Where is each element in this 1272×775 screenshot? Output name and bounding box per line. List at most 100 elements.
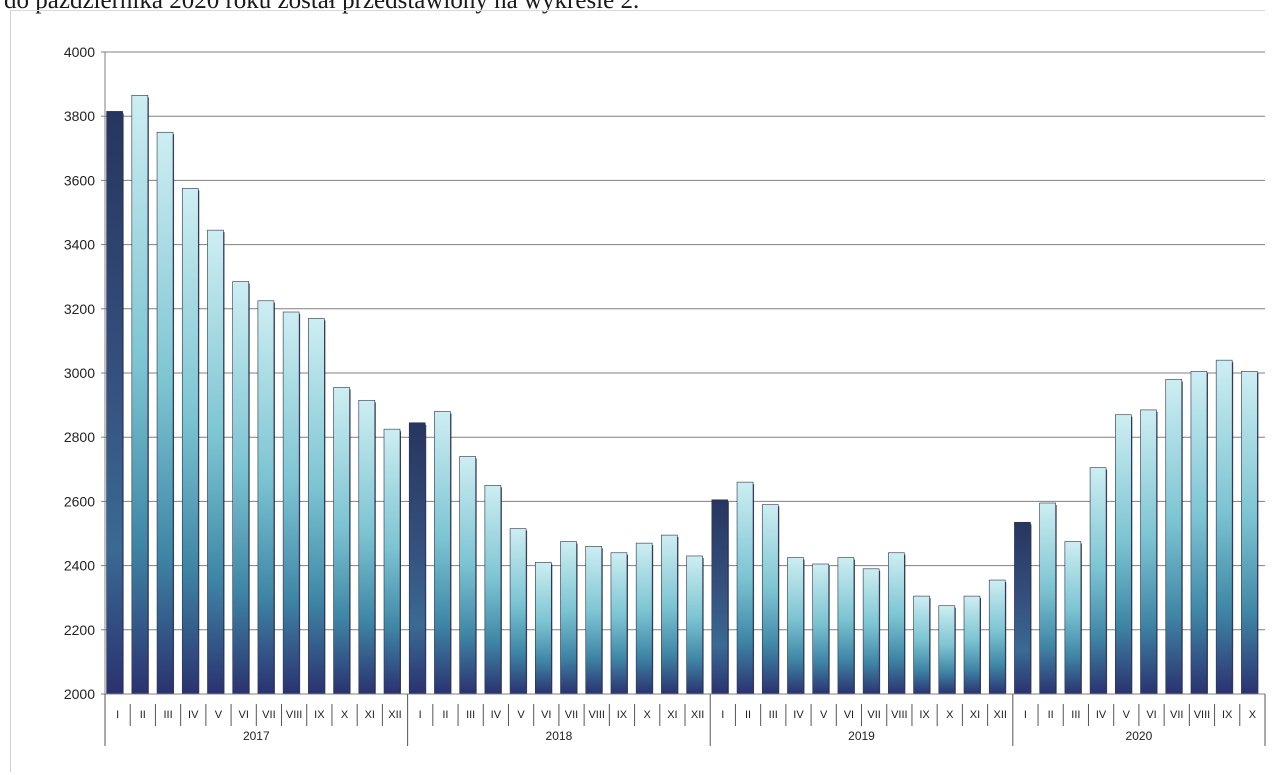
bar-2019-XI <box>963 595 981 695</box>
bar-2018-III <box>459 456 476 695</box>
x-tick-label-2017-I: I <box>116 709 119 721</box>
y-tick-label-2800: 2800 <box>64 429 95 445</box>
bar-2020-V <box>1115 414 1132 695</box>
x-tick-label-2017-II: II <box>140 709 146 721</box>
x-tick-label-2017-VIII: VIII <box>286 709 303 721</box>
bar-2019-X <box>938 605 956 695</box>
x-tick-label-2017-XII: XII <box>388 709 401 721</box>
y-tick-label-2400: 2400 <box>64 558 95 574</box>
x-tick-label-2019-IV: IV <box>793 709 804 721</box>
bar-2017-XII <box>383 428 401 695</box>
y-tick-label-3600: 3600 <box>64 172 95 188</box>
bar-2019-VI <box>837 557 855 695</box>
bar-2018-IV <box>484 485 502 695</box>
y-tick-label-3000: 3000 <box>64 365 95 381</box>
year-label-2020: 2020 <box>1126 729 1153 743</box>
bar-2017-I <box>106 111 123 695</box>
x-tick-label-2018-VIII: VIII <box>588 709 605 721</box>
x-tick-label-2019-VIII: VIII <box>891 709 908 721</box>
bar-2017-VI <box>232 281 249 695</box>
bar-2017-IV <box>181 188 199 695</box>
x-tick-label-2017-IX: IX <box>314 709 325 721</box>
axes <box>101 51 1266 746</box>
x-tick-label-2020-I: I <box>1024 709 1027 721</box>
x-tick-label-2020-V: V <box>1123 709 1131 721</box>
x-tick-label-2017-X: X <box>341 709 349 721</box>
bar-2017-III <box>156 131 174 695</box>
bar-2018-XI <box>661 534 678 695</box>
bar-2019-VIII <box>888 552 905 695</box>
x-tick-label-2019-IX: IX <box>919 709 930 721</box>
x-tick-label-2018-II: II <box>442 709 448 721</box>
x-tick-label-2018-V: V <box>517 709 525 721</box>
bar-2020-II <box>1039 502 1056 695</box>
bar-2017-V <box>207 229 224 695</box>
chart-frame <box>10 10 1265 772</box>
bar-2019-II <box>736 481 754 695</box>
year-label-2019: 2019 <box>848 729 875 743</box>
y-tick-label-3800: 3800 <box>64 108 95 124</box>
bar-2017-II <box>131 95 149 695</box>
year-label-2018: 2018 <box>546 729 573 743</box>
x-tick-label-2018-IX: IX <box>617 709 628 721</box>
x-tick-label-2019-VI: VI <box>844 709 854 721</box>
x-tick-label-2020-X: X <box>1249 709 1257 721</box>
bar-2019-IV <box>787 557 804 695</box>
bar-2020-IX <box>1215 359 1233 695</box>
bar-2019-VII <box>862 568 880 695</box>
bar-2018-VI <box>535 562 552 695</box>
bar-2019-III <box>761 504 779 695</box>
bar-2020-X <box>1241 371 1258 695</box>
x-tick-label-2018-X: X <box>644 709 652 721</box>
x-tick-label-2019-III: III <box>769 709 778 721</box>
x-tick-label-2018-VII: VII <box>565 709 578 721</box>
x-tick-label-2019-XII: XII <box>993 709 1006 721</box>
x-tick-label-2020-VII: VII <box>1170 709 1183 721</box>
bar-2018-II <box>434 411 451 695</box>
x-tick-label-2019-VII: VII <box>867 709 880 721</box>
bar-2020-VI <box>1140 409 1157 695</box>
x-tick-label-2018-III: III <box>466 709 475 721</box>
x-tick-label-2017-III: III <box>163 709 172 721</box>
x-tick-label-2017-XI: XI <box>365 709 375 721</box>
x-tick-label-2020-IX: IX <box>1222 709 1233 721</box>
y-tick-label-2600: 2600 <box>64 493 95 509</box>
bar-2017-VII <box>257 300 275 695</box>
bar-2020-I <box>1014 521 1031 695</box>
x-tick-label-2020-II: II <box>1048 709 1054 721</box>
bar-2017-XI <box>358 399 376 695</box>
x-tick-label-2018-IV: IV <box>491 709 502 721</box>
bar-2020-III <box>1064 541 1082 695</box>
bar-2017-IX <box>308 318 325 695</box>
x-tick-label-2019-I: I <box>721 709 724 721</box>
y-tick-label-2000: 2000 <box>64 686 95 702</box>
bar-2018-V <box>509 528 527 695</box>
x-tick-label-2017-VII: VII <box>262 709 275 721</box>
x-tick-label-2019-X: X <box>946 709 954 721</box>
bar-2018-VII <box>560 541 577 695</box>
x-tick-label-2019-II: II <box>745 709 751 721</box>
bar-2019-I <box>711 499 729 695</box>
x-tick-label-2020-IV: IV <box>1096 709 1107 721</box>
x-tick-label-2017-V: V <box>215 709 223 721</box>
y-tick-label-2200: 2200 <box>64 622 95 638</box>
x-tick-label-2020-VIII: VIII <box>1194 709 1211 721</box>
labels: 2000 2200 2400 2600 2800 3000 3200 3400 3600 3800… <box>64 44 1257 743</box>
x-tick-label-2018-I: I <box>419 709 422 721</box>
x-tick-label-2018-XI: XI <box>667 709 677 721</box>
bar-2017-X <box>333 387 350 695</box>
bar-2018-VIII <box>585 546 603 695</box>
bar-2018-IX <box>610 552 628 695</box>
bar-2018-I <box>408 422 426 695</box>
bar-2020-VIII <box>1190 371 1208 695</box>
x-tick-label-2017-VI: VI <box>238 709 248 721</box>
x-tick-label-2018-XII: XII <box>691 709 704 721</box>
bar-2018-X <box>635 542 653 695</box>
x-tick-label-2018-VI: VI <box>541 709 551 721</box>
bar-2019-V <box>812 563 829 695</box>
bar-2020-VII <box>1165 379 1183 695</box>
x-tick-label-2020-III: III <box>1071 709 1080 721</box>
y-tick-label-3200: 3200 <box>64 301 95 317</box>
x-tick-label-2019-XI: XI <box>970 709 980 721</box>
bar-2017-VIII <box>282 311 300 695</box>
